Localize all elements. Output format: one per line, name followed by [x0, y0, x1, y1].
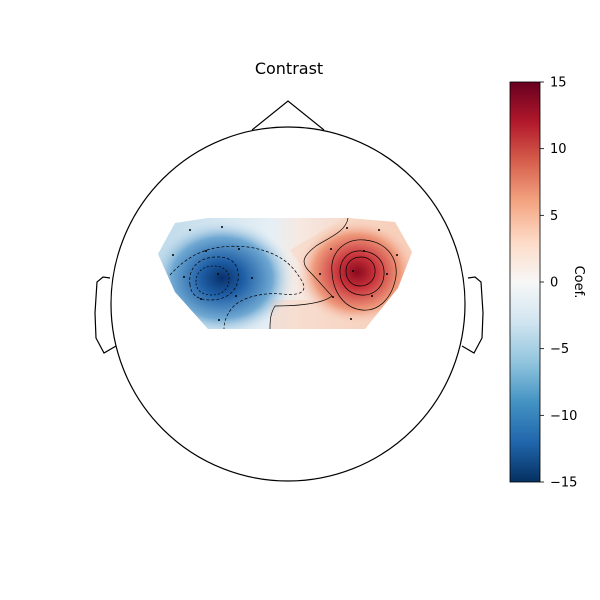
right-ear: [461, 276, 484, 354]
sensor: [183, 276, 185, 278]
colorbar-tick-label: 0: [550, 276, 558, 291]
sensor: [350, 318, 352, 320]
sensor: [332, 296, 334, 298]
head-circle: [110, 126, 466, 482]
sensor: [330, 248, 332, 250]
colorbar-tick-label: −15: [550, 476, 577, 491]
sensor-markers: [172, 226, 398, 321]
sensor: [352, 270, 354, 272]
sensor: [378, 229, 380, 231]
colorbar-label: Coef.: [571, 266, 586, 299]
sensor: [205, 250, 207, 252]
colorbar-body: [509, 81, 541, 483]
sensor: [218, 319, 220, 321]
positive-extremum: [295, 218, 412, 326]
colorbar-tick-label: −10: [550, 409, 577, 424]
sensor: [386, 273, 388, 275]
sensor: [396, 254, 398, 256]
colorbar-tick-label: −5: [550, 342, 569, 357]
sensor: [217, 273, 219, 275]
negative-contour-inner: [189, 256, 239, 301]
colorbar-tick-label: 10: [550, 142, 567, 157]
sensor: [200, 298, 202, 300]
sensor: [319, 273, 321, 275]
head-outline: [94, 100, 484, 482]
positive-contour-core: [345, 256, 376, 287]
sensor: [235, 295, 237, 297]
negative-extremum: [158, 220, 294, 329]
left-ear: [94, 276, 117, 354]
zero-contour: [269, 217, 349, 330]
sensor: [172, 254, 174, 256]
sensor: [371, 295, 373, 297]
sensor: [189, 229, 191, 231]
colorbar-ticks: 15 10 5 0 −5 −10 −15: [540, 76, 577, 491]
colorbar-tick-label: 5: [550, 209, 558, 224]
sensor: [363, 250, 365, 252]
chart-title: Contrast: [255, 59, 323, 78]
colorbar: 15 10 5 0 −5 −10 −15 Coef.: [509, 76, 586, 491]
colorbar-tick-label: 15: [550, 76, 567, 91]
positive-contour-inner: [339, 250, 385, 296]
negative-contour-outer: [169, 245, 305, 330]
nose-marker: [251, 100, 325, 131]
contour-lines: [169, 217, 397, 330]
sensor: [221, 226, 223, 228]
sensor: [346, 227, 348, 229]
sensor: [251, 277, 253, 279]
positive-contour-outer: [331, 239, 397, 311]
sensor: [238, 248, 240, 250]
